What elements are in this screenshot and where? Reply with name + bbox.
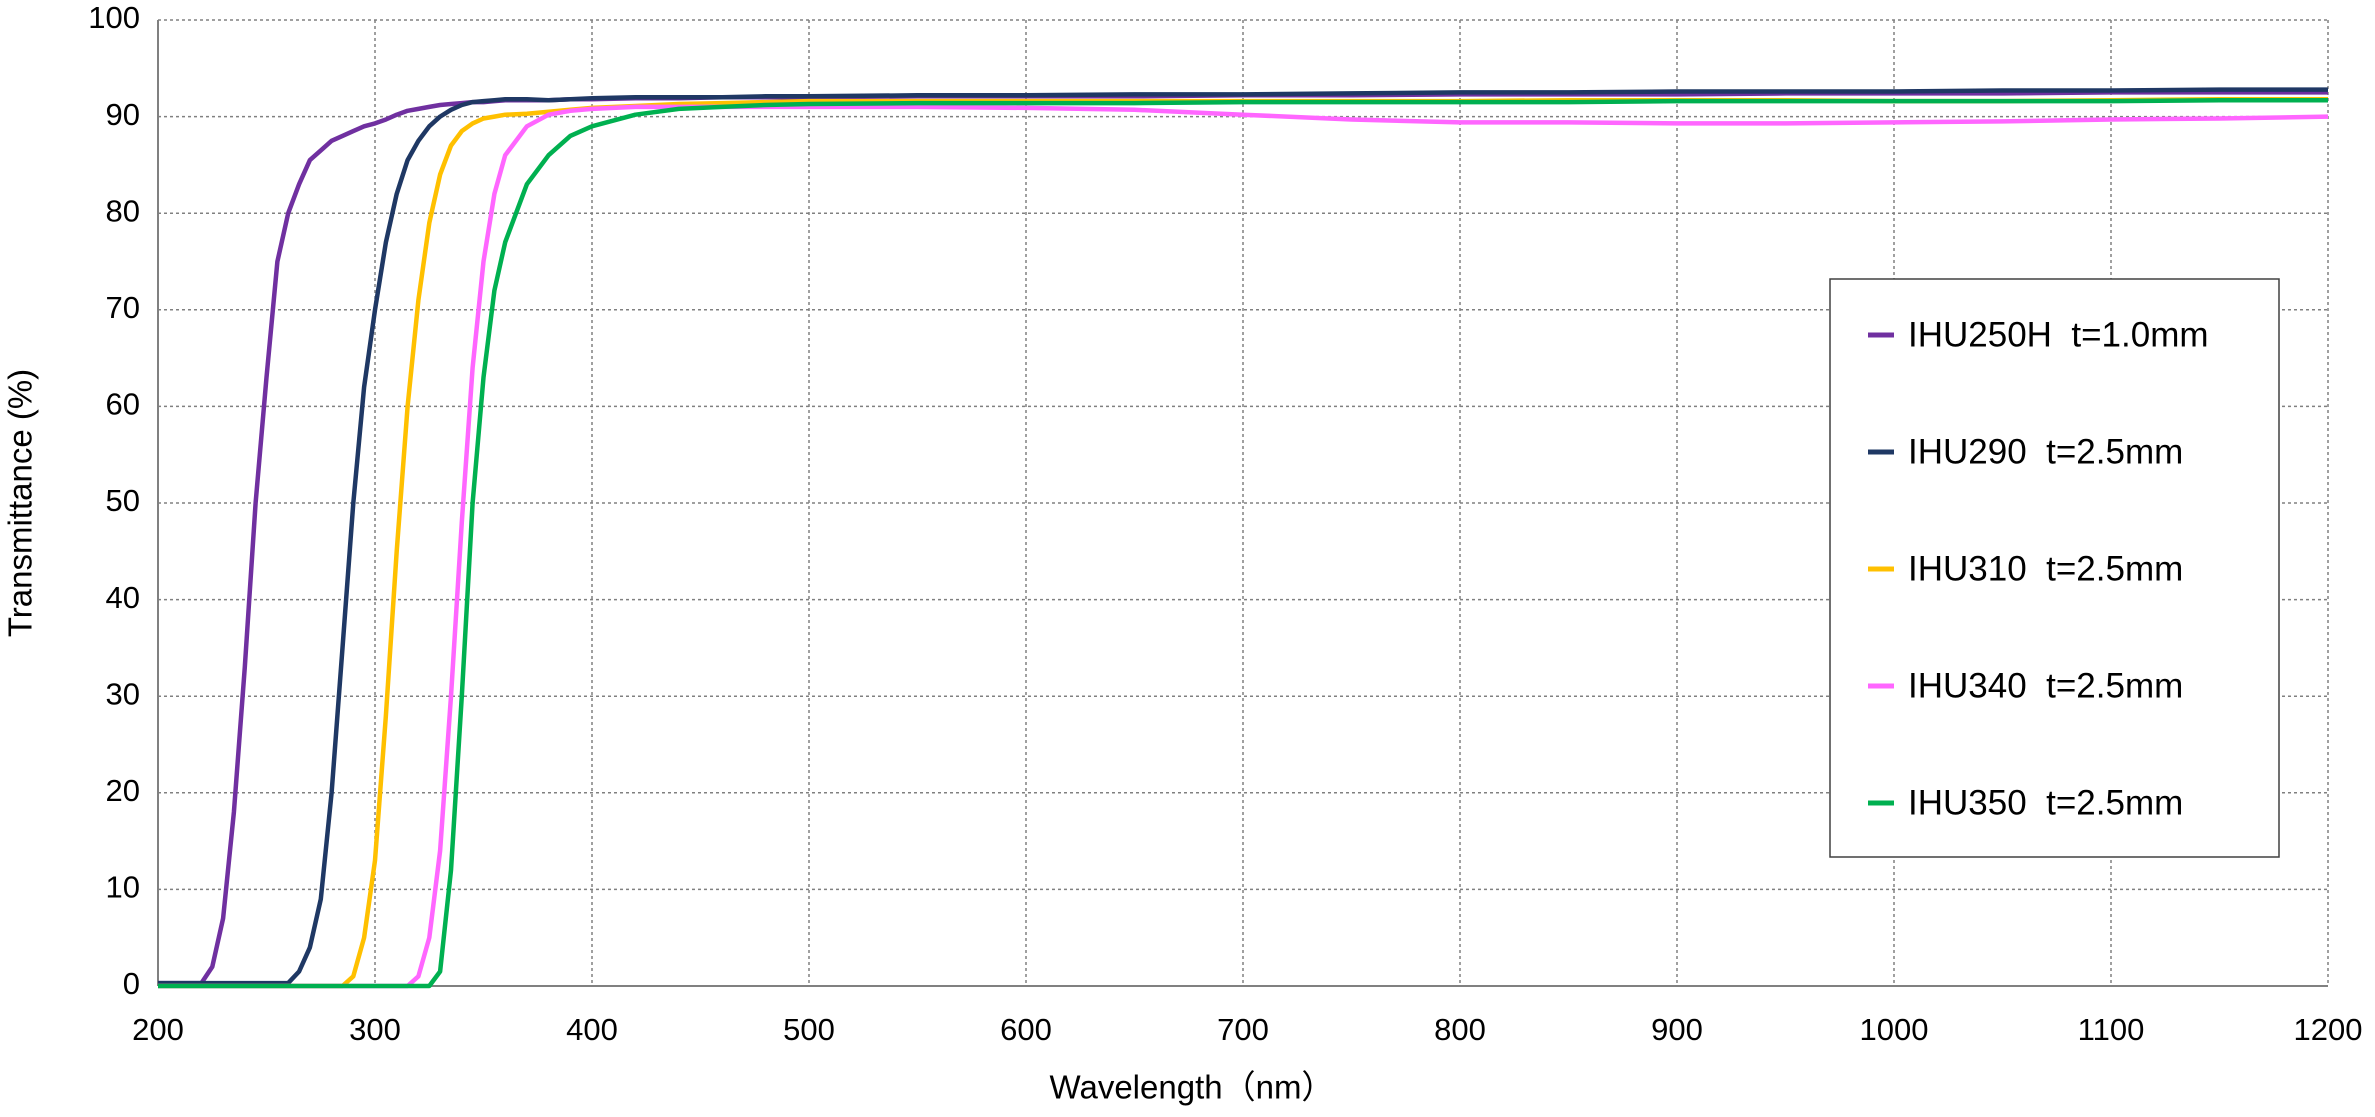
- y-tick-label: 60: [106, 387, 140, 422]
- x-tick-label: 1200: [2294, 1012, 2363, 1047]
- x-tick-label: 600: [1000, 1012, 1052, 1047]
- y-tick-label: 50: [106, 483, 140, 518]
- legend-label: IHU310 t=2.5mm: [1908, 549, 2183, 588]
- x-tick-label: 500: [783, 1012, 835, 1047]
- y-tick-label: 70: [106, 290, 140, 325]
- y-tick-label: 40: [106, 580, 140, 615]
- legend-label: IHU250H t=1.0mm: [1908, 315, 2209, 354]
- x-tick-label: 800: [1434, 1012, 1486, 1047]
- x-axis-label: Wavelength（nm）: [1050, 1069, 1335, 1106]
- x-tick-label: 1000: [1860, 1012, 1929, 1047]
- y-tick-label: 80: [106, 193, 140, 228]
- series-line: [158, 97, 2328, 989]
- x-tick-label: 300: [349, 1012, 401, 1047]
- legend-label: IHU350 t=2.5mm: [1908, 783, 2183, 822]
- series-line: [158, 87, 2328, 986]
- x-tick-label: 1100: [2078, 1012, 2145, 1047]
- legend-box: [1829, 278, 2280, 858]
- y-tick-label: 30: [106, 676, 140, 711]
- x-tick-label: 400: [566, 1012, 618, 1047]
- y-axis-label: Transmittance (%): [2, 369, 39, 637]
- x-tick-label: 700: [1217, 1012, 1269, 1047]
- y-tick-label: 0: [123, 966, 140, 1001]
- y-tick-label: 90: [106, 97, 140, 132]
- y-tick-label: 100: [88, 0, 140, 35]
- x-tick-label: 200: [132, 1012, 184, 1047]
- x-tick-label: 900: [1651, 1012, 1703, 1047]
- legend-label: IHU290 t=2.5mm: [1908, 432, 2183, 471]
- y-tick-label: 10: [106, 870, 140, 905]
- legend-label: IHU340 t=2.5mm: [1908, 666, 2183, 705]
- y-tick-label: 20: [106, 773, 140, 808]
